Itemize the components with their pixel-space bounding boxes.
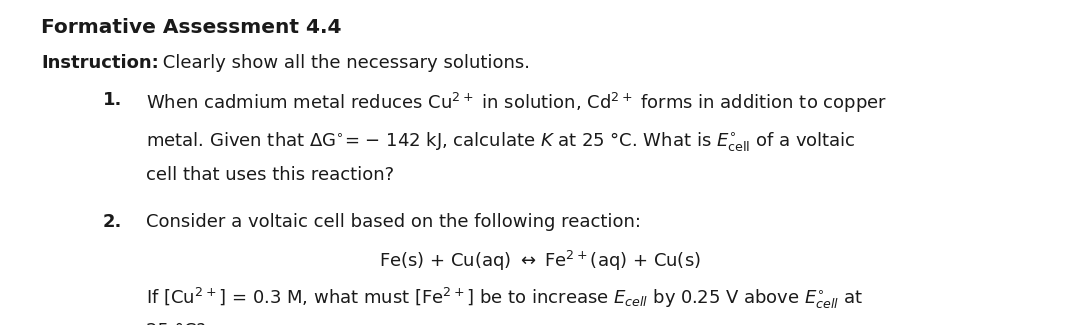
Text: 1.: 1. (103, 91, 122, 109)
Text: Clearly show all the necessary solutions.: Clearly show all the necessary solutions… (157, 54, 529, 72)
Text: cell that uses this reaction?: cell that uses this reaction? (146, 166, 394, 184)
Text: metal. Given that $\Delta$G$^{\circ}$= $-$ 142 kJ, calculate $K$ at 25 °C. What : metal. Given that $\Delta$G$^{\circ}$= $… (146, 130, 855, 153)
Text: 2.: 2. (103, 213, 122, 231)
Text: If [Cu$^{2+}$] = 0.3 M, what must [Fe$^{2+}$] be to increase $E_{cell}$ by 0.25 : If [Cu$^{2+}$] = 0.3 M, what must [Fe$^{… (146, 286, 863, 311)
Text: When cadmium metal reduces Cu$^{2+}$ in solution, Cd$^{2+}$ forms in addition to: When cadmium metal reduces Cu$^{2+}$ in … (146, 91, 887, 115)
Text: Instruction:: Instruction: (41, 54, 159, 72)
Text: Consider a voltaic cell based on the following reaction:: Consider a voltaic cell based on the fol… (146, 213, 640, 231)
Text: Formative Assessment 4.4: Formative Assessment 4.4 (41, 18, 341, 37)
Text: Fe(s) + Cu(aq) $\leftrightarrow$ Fe$^{2+}$(aq) + Cu(s): Fe(s) + Cu(aq) $\leftrightarrow$ Fe$^{2+… (379, 249, 701, 273)
Text: 25 °C?: 25 °C? (146, 322, 205, 325)
